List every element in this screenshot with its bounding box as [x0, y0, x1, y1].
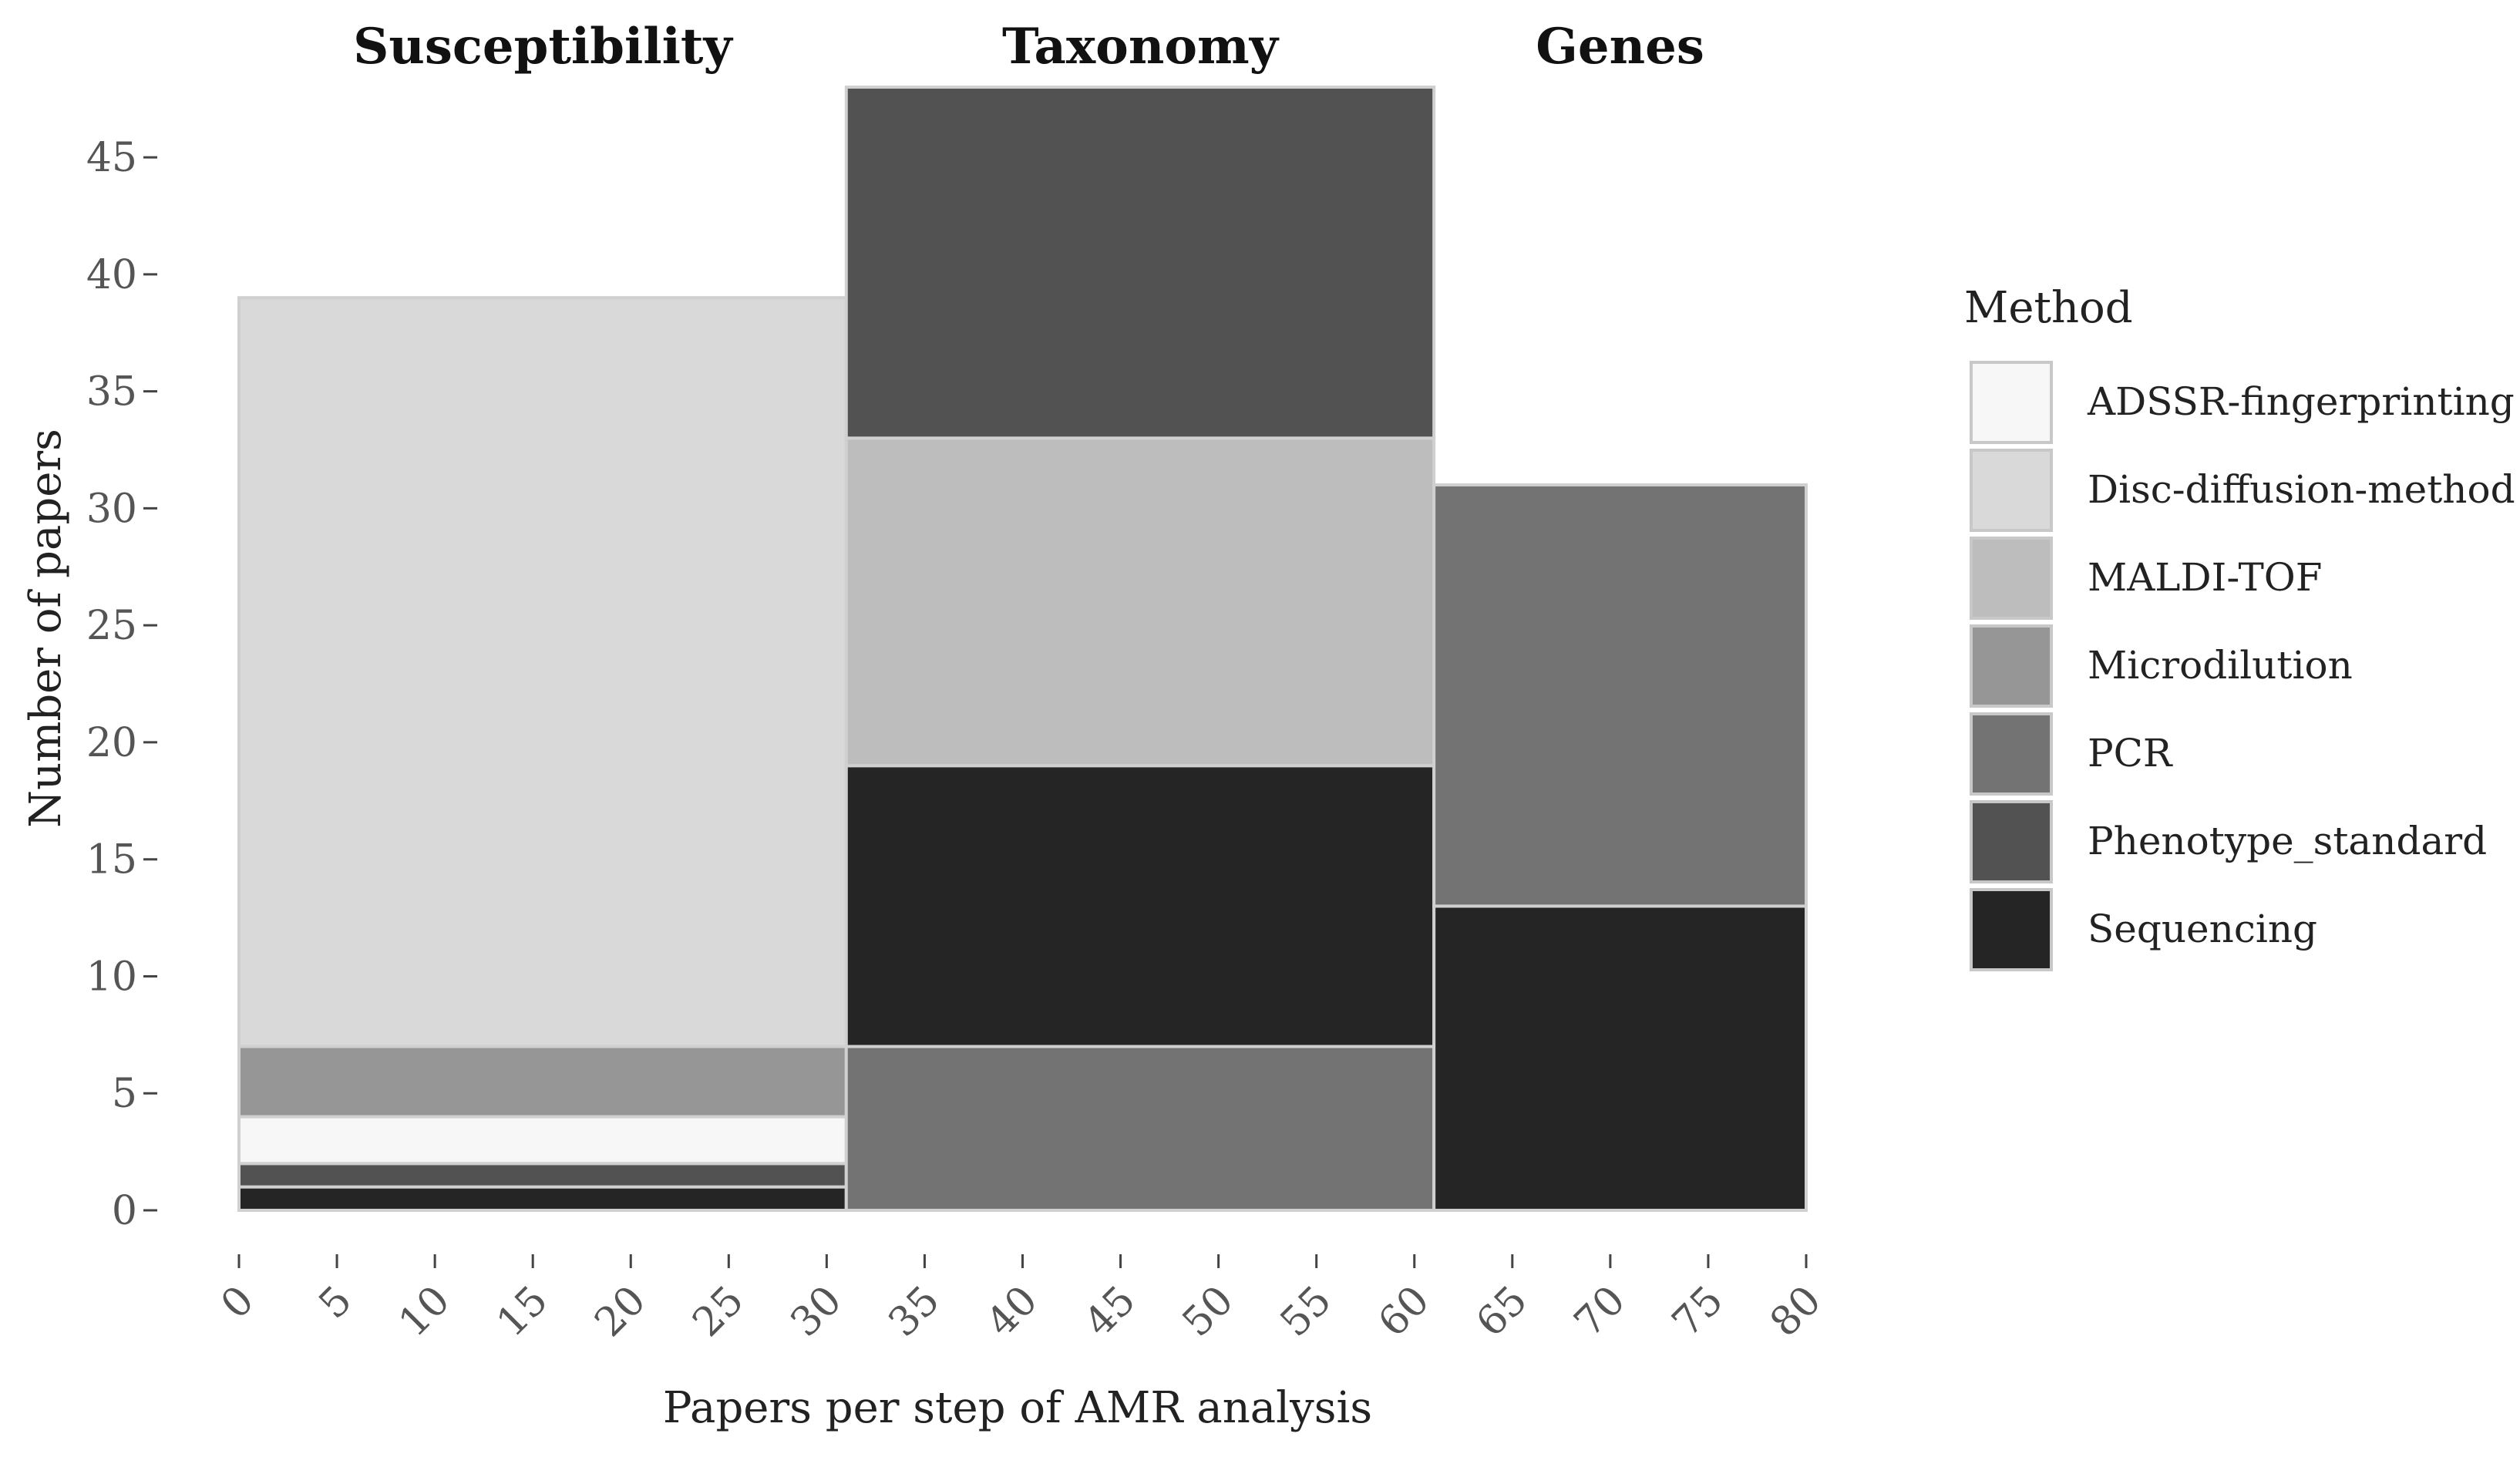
- bar-susceptibility-disc-diffusion-method: [237, 296, 848, 1048]
- bar-taxonomy-phenotype-standard: [844, 86, 1436, 440]
- x-tick-label: 65: [1468, 1277, 1536, 1346]
- x-tick-label: 5: [310, 1277, 361, 1328]
- y-tick-label: 10: [86, 954, 137, 1000]
- bar-susceptibility-microdilution: [237, 1045, 848, 1119]
- y-tick-label: 0: [112, 1188, 137, 1234]
- y-tick-label: 5: [112, 1071, 137, 1117]
- y-tick-label: 45: [86, 135, 137, 181]
- legend-label-adssr-fingerprinting: ADSSR-fingerprinting: [2087, 379, 2515, 424]
- x-tick-label: 0: [212, 1277, 263, 1328]
- bar-taxonomy-sequencing: [844, 764, 1436, 1048]
- x-tick-label: 45: [1076, 1277, 1145, 1346]
- x-axis-title: Papers per step of AMR analysis: [663, 1383, 1372, 1433]
- panel-title-genes: Genes: [1536, 18, 1704, 76]
- x-tick-label: 50: [1174, 1277, 1243, 1346]
- x-tick-label: 30: [782, 1277, 850, 1346]
- y-tick-label: 25: [86, 603, 137, 649]
- legend-key-maldi-tof: [1970, 537, 2053, 620]
- legend-label-microdilution: Microdilution: [2088, 643, 2353, 688]
- legend-key-adssr-fingerprinting: [1970, 361, 2053, 444]
- legend-key-pcr: [1970, 712, 2053, 796]
- bar-genes-sequencing: [1432, 904, 1808, 1213]
- x-tick-label: 20: [586, 1277, 654, 1346]
- bar-genes-pcr: [1432, 483, 1808, 908]
- y-tick-label: 20: [86, 720, 137, 766]
- x-tick-label: 80: [1761, 1277, 1830, 1346]
- legend-title: Method: [1964, 283, 2133, 333]
- panel-title-taxonomy: Taxonomy: [1002, 18, 1280, 76]
- x-tick-label: 15: [488, 1277, 557, 1346]
- legend-key-sequencing: [1970, 888, 2053, 971]
- bar-susceptibility-sequencing: [237, 1185, 848, 1213]
- bar-taxonomy-pcr: [844, 1045, 1436, 1213]
- legend-label-sequencing: Sequencing: [2088, 907, 2317, 951]
- bar-susceptibility-adssr-fingerprinting: [237, 1115, 848, 1166]
- legend-label-disc-diffusion-method: Disc-diffusion-method: [2088, 467, 2515, 512]
- y-tick-label: 15: [86, 837, 137, 883]
- legend-label-phenotype-standard: Phenotype_standard: [2088, 819, 2487, 863]
- legend-key-microdilution: [1970, 624, 2053, 708]
- y-axis-title: Number of papers: [21, 429, 71, 828]
- legend-label-maldi-tof: MALDI-TOF: [2088, 555, 2323, 600]
- x-tick-label: 55: [1272, 1277, 1341, 1346]
- legend-key-disc-diffusion-method: [1970, 449, 2053, 532]
- legend: Method ADSSR-fingerprinting Disc-diffusio…: [1964, 283, 2515, 971]
- x-axis: 0 5 10 15 20 25 30 35 40 45 50 55 60 65 70 75 80: [212, 1254, 1830, 1346]
- bar-susceptibility-phenotype-standard: [237, 1162, 848, 1189]
- legend-label-pcr: PCR: [2088, 731, 2173, 776]
- panel-group: Susceptibility Taxonomy Genes: [237, 18, 1808, 1213]
- y-axis: 0 5 10 15 20 25 30 35 40 45: [86, 135, 157, 1234]
- x-tick-label: 70: [1566, 1277, 1634, 1346]
- y-tick-label: 40: [86, 252, 137, 298]
- x-tick-label: 60: [1370, 1277, 1438, 1346]
- x-tick-label: 35: [880, 1277, 948, 1346]
- x-tick-label: 75: [1664, 1277, 1732, 1346]
- legend-key-phenotype-standard: [1970, 800, 2053, 883]
- x-tick-label: 25: [684, 1277, 752, 1346]
- y-tick-label: 30: [86, 486, 137, 532]
- y-tick-label: 35: [86, 369, 137, 416]
- bar-taxonomy-maldi-tof: [844, 436, 1436, 768]
- panel-title-susceptibility: Susceptibility: [353, 18, 733, 76]
- x-tick-label: 10: [390, 1277, 459, 1346]
- x-tick-label: 40: [977, 1277, 1046, 1346]
